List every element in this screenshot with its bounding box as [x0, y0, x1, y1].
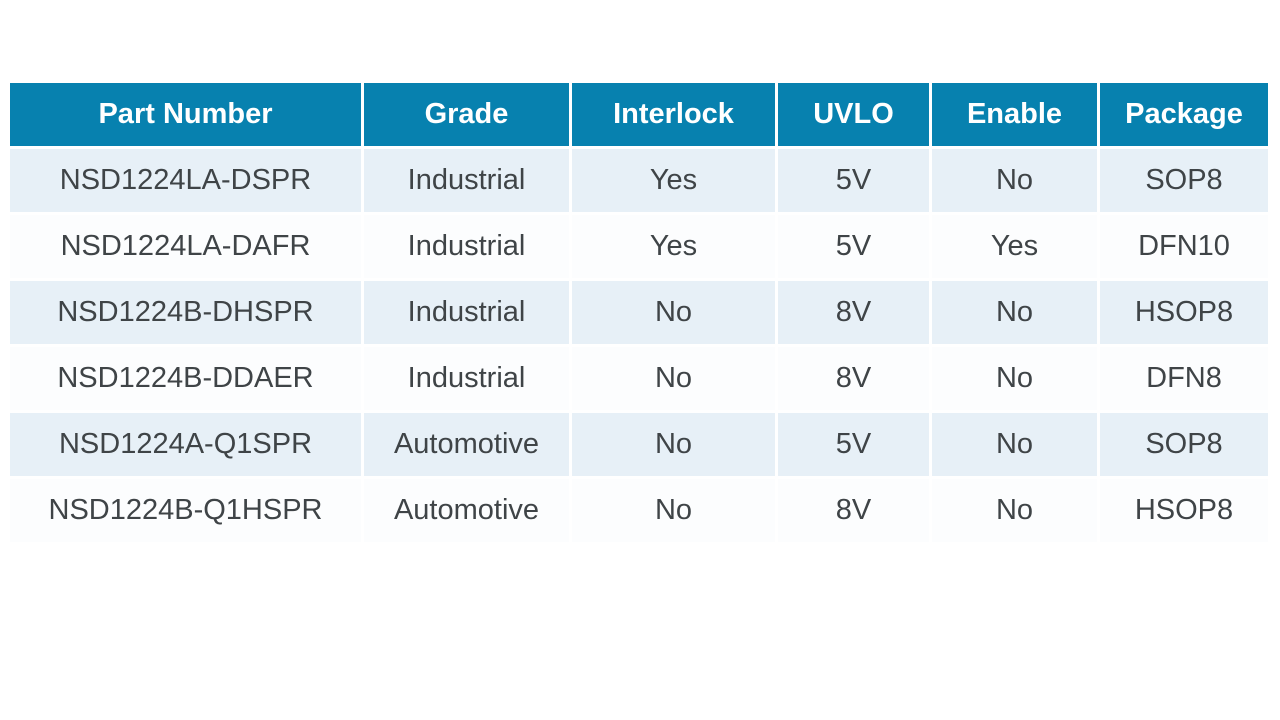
table-cell: NSD1224B-Q1HSPR	[10, 479, 364, 545]
table-cell: NSD1224B-DHSPR	[10, 281, 364, 347]
table-cell: No	[932, 149, 1100, 215]
column-header-package: Package	[1100, 83, 1268, 149]
table-cell: SOP8	[1100, 149, 1268, 215]
column-header-grade: Grade	[364, 83, 572, 149]
table-row: NSD1224LA-DSPR Industrial Yes 5V No SOP8	[10, 149, 1268, 215]
table-cell: Yes	[572, 149, 778, 215]
table-row: NSD1224LA-DAFR Industrial Yes 5V Yes DFN10	[10, 215, 1268, 281]
table-cell: 8V	[778, 347, 932, 413]
column-header-interlock: Interlock	[572, 83, 778, 149]
table-cell: No	[932, 479, 1100, 545]
table-cell: DFN8	[1100, 347, 1268, 413]
table-cell: Automotive	[364, 413, 572, 479]
table-cell: No	[932, 413, 1100, 479]
table-cell: Automotive	[364, 479, 572, 545]
table-cell: No	[932, 281, 1100, 347]
column-header-uvlo: UVLO	[778, 83, 932, 149]
table-cell: No	[572, 413, 778, 479]
table-cell: NSD1224LA-DSPR	[10, 149, 364, 215]
table-cell: NSD1224A-Q1SPR	[10, 413, 364, 479]
table-cell: No	[572, 347, 778, 413]
table-cell: 5V	[778, 149, 932, 215]
table-cell: HSOP8	[1100, 281, 1268, 347]
table-cell: Industrial	[364, 347, 572, 413]
table-cell: NSD1224B-DDAER	[10, 347, 364, 413]
table-cell: No	[932, 347, 1100, 413]
table-row: NSD1224B-DHSPR Industrial No 8V No HSOP8	[10, 281, 1268, 347]
table-cell: Yes	[572, 215, 778, 281]
table-row: NSD1224A-Q1SPR Automotive No 5V No SOP8	[10, 413, 1268, 479]
table-cell: DFN10	[1100, 215, 1268, 281]
column-header-enable: Enable	[932, 83, 1100, 149]
table-cell: No	[572, 281, 778, 347]
parts-selection-table: Part Number Grade Interlock UVLO Enable Packa…	[10, 83, 1268, 545]
table-cell: Industrial	[364, 149, 572, 215]
table-cell: Industrial	[364, 281, 572, 347]
table-header: Part Number Grade Interlock UVLO Enable Packa…	[10, 83, 1268, 149]
table-row: NSD1224B-DDAER Industrial No 8V No DFN8	[10, 347, 1268, 413]
table-cell: 5V	[778, 413, 932, 479]
table-cell: 8V	[778, 479, 932, 545]
table-cell: Industrial	[364, 215, 572, 281]
table-cell: No	[572, 479, 778, 545]
table-cell: SOP8	[1100, 413, 1268, 479]
table-body: NSD1224LA-DSPR Industrial Yes 5V No SOP8 NSD12…	[10, 149, 1268, 545]
table-cell: 5V	[778, 215, 932, 281]
table-cell: HSOP8	[1100, 479, 1268, 545]
table-cell: NSD1224LA-DAFR	[10, 215, 364, 281]
table-row: NSD1224B-Q1HSPR Automotive No 8V No HSOP8	[10, 479, 1268, 545]
column-header-part-number: Part Number	[10, 83, 364, 149]
table-cell: 8V	[778, 281, 932, 347]
table-cell: Yes	[932, 215, 1100, 281]
table-header-row: Part Number Grade Interlock UVLO Enable Packa…	[10, 83, 1268, 149]
